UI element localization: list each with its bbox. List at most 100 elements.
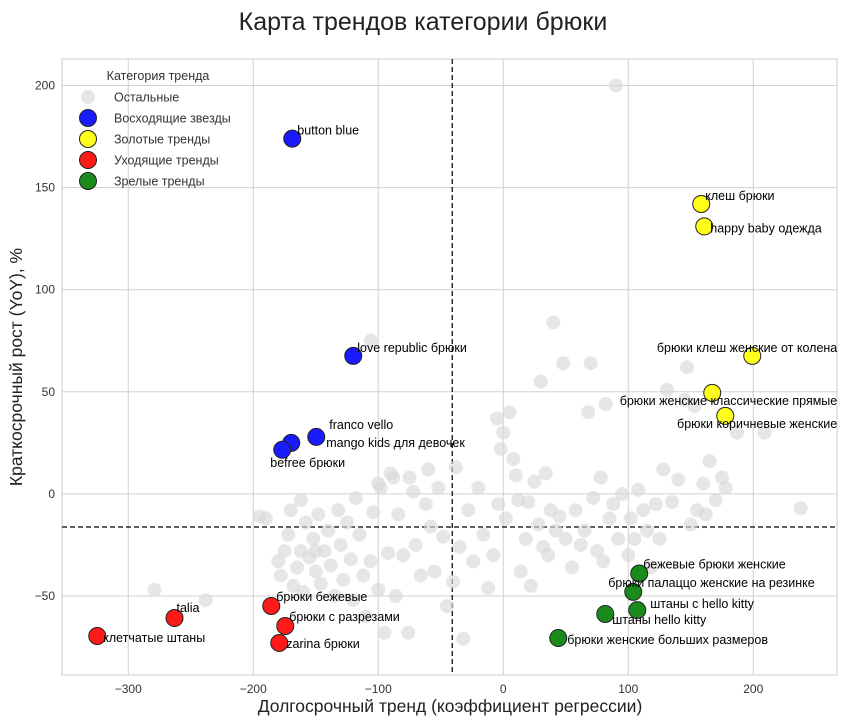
other-point [493,441,508,456]
y-tick-label: 150 [35,181,55,195]
other-point [456,631,471,646]
other-point [631,482,646,497]
other-point [431,480,446,495]
highlighted-point-mature [549,629,568,648]
other-point [698,507,713,522]
point-label: штаны с hello kitty [650,597,755,611]
x-tick-label: −200 [240,682,267,696]
other-point [331,503,346,518]
other-point [665,495,679,510]
other-point [413,568,428,583]
other-point [541,548,556,563]
other-point [596,554,611,569]
other-point [363,333,378,348]
other-point [281,527,296,542]
other-point [436,529,451,544]
other-point [283,503,298,518]
other-point [296,584,311,599]
other-point [565,560,579,575]
other-point [418,497,433,512]
other-point [481,580,496,595]
other-point [408,537,423,552]
other-point [636,503,651,518]
other-point [757,425,772,440]
other-point [513,564,528,579]
other-point [402,470,417,485]
other-point [271,554,286,569]
point-label: брюки женские классические прямые [620,394,838,408]
other-point [652,531,667,546]
other-point [446,574,461,589]
other-point [593,470,608,485]
other-point [461,503,476,518]
other-point [327,588,342,603]
point-label: zarina брюки [286,637,359,651]
other-point [533,374,548,389]
highlighted-points: button blue love republic брюки franco vel… [88,124,838,652]
point-label: брюки с разрезами [289,610,400,624]
other-point [391,507,406,522]
other-point [147,582,162,597]
point-label: брюки женские больших размеров [567,633,768,647]
point-label: talia [177,601,200,615]
point-label: mango kids для девочек [326,436,465,450]
other-point [323,558,338,573]
highlighted-point-golden [695,217,714,236]
other-point [290,560,304,575]
other-point [577,523,592,538]
other-point [471,480,486,495]
other-point [448,460,463,475]
other-point [321,523,336,538]
other-point [311,507,326,522]
point-label: брюки клеш женские от колена [657,341,837,355]
other-point [313,576,328,591]
highlighted-point-golden [743,346,762,365]
other-point [273,568,288,583]
highlighted-point-mature [596,604,615,623]
other-point [356,568,371,583]
other-point [371,476,386,491]
other-point [401,625,416,640]
point-label: брюки коричневые женские [677,417,837,431]
x-tick-label: 200 [743,682,763,696]
other-point [502,405,517,420]
other-point [531,517,546,532]
other-point [527,474,542,489]
other-point [427,564,442,579]
other-point [486,548,501,563]
other-point [308,564,323,579]
other-point [491,497,506,512]
other-point [388,588,403,603]
other-point [581,405,596,420]
point-label: befree брюки [270,456,345,470]
other-point [718,480,733,495]
other-point [406,484,421,499]
other-point [583,356,598,371]
other-point [611,531,626,546]
highlighted-point-leaving [88,627,107,646]
other-point [352,527,367,542]
chart-title: Карта трендов категории брюки [239,8,608,36]
point-label: брюки палаццо женские на резинке [608,576,815,590]
tick-labels: −300 −200 −100 0 100 200 −50 0 50 100 150 200 [35,79,764,696]
other-points [147,78,808,646]
x-tick-label: 0 [500,682,507,696]
other-point [366,505,381,520]
legend-marker-mature [79,172,97,190]
highlighted-point-rising [307,427,326,446]
other-point [606,497,621,512]
other-point [623,511,638,526]
other-point [793,501,808,516]
point-label: штаны hello kitty [612,613,707,627]
highlighted-point-mature [630,564,649,583]
other-point [730,425,744,440]
other-point [615,486,629,501]
other-point [521,495,536,510]
other-point [677,392,692,407]
other-point [421,462,436,477]
legend-title: Категория тренда [107,69,210,83]
x-axis-label: Долгосрочный тренд (коэффициент регресси… [258,696,643,716]
legend-label-rising: Восходящие звезды [114,112,231,126]
other-point [586,490,601,505]
other-point [293,493,308,508]
